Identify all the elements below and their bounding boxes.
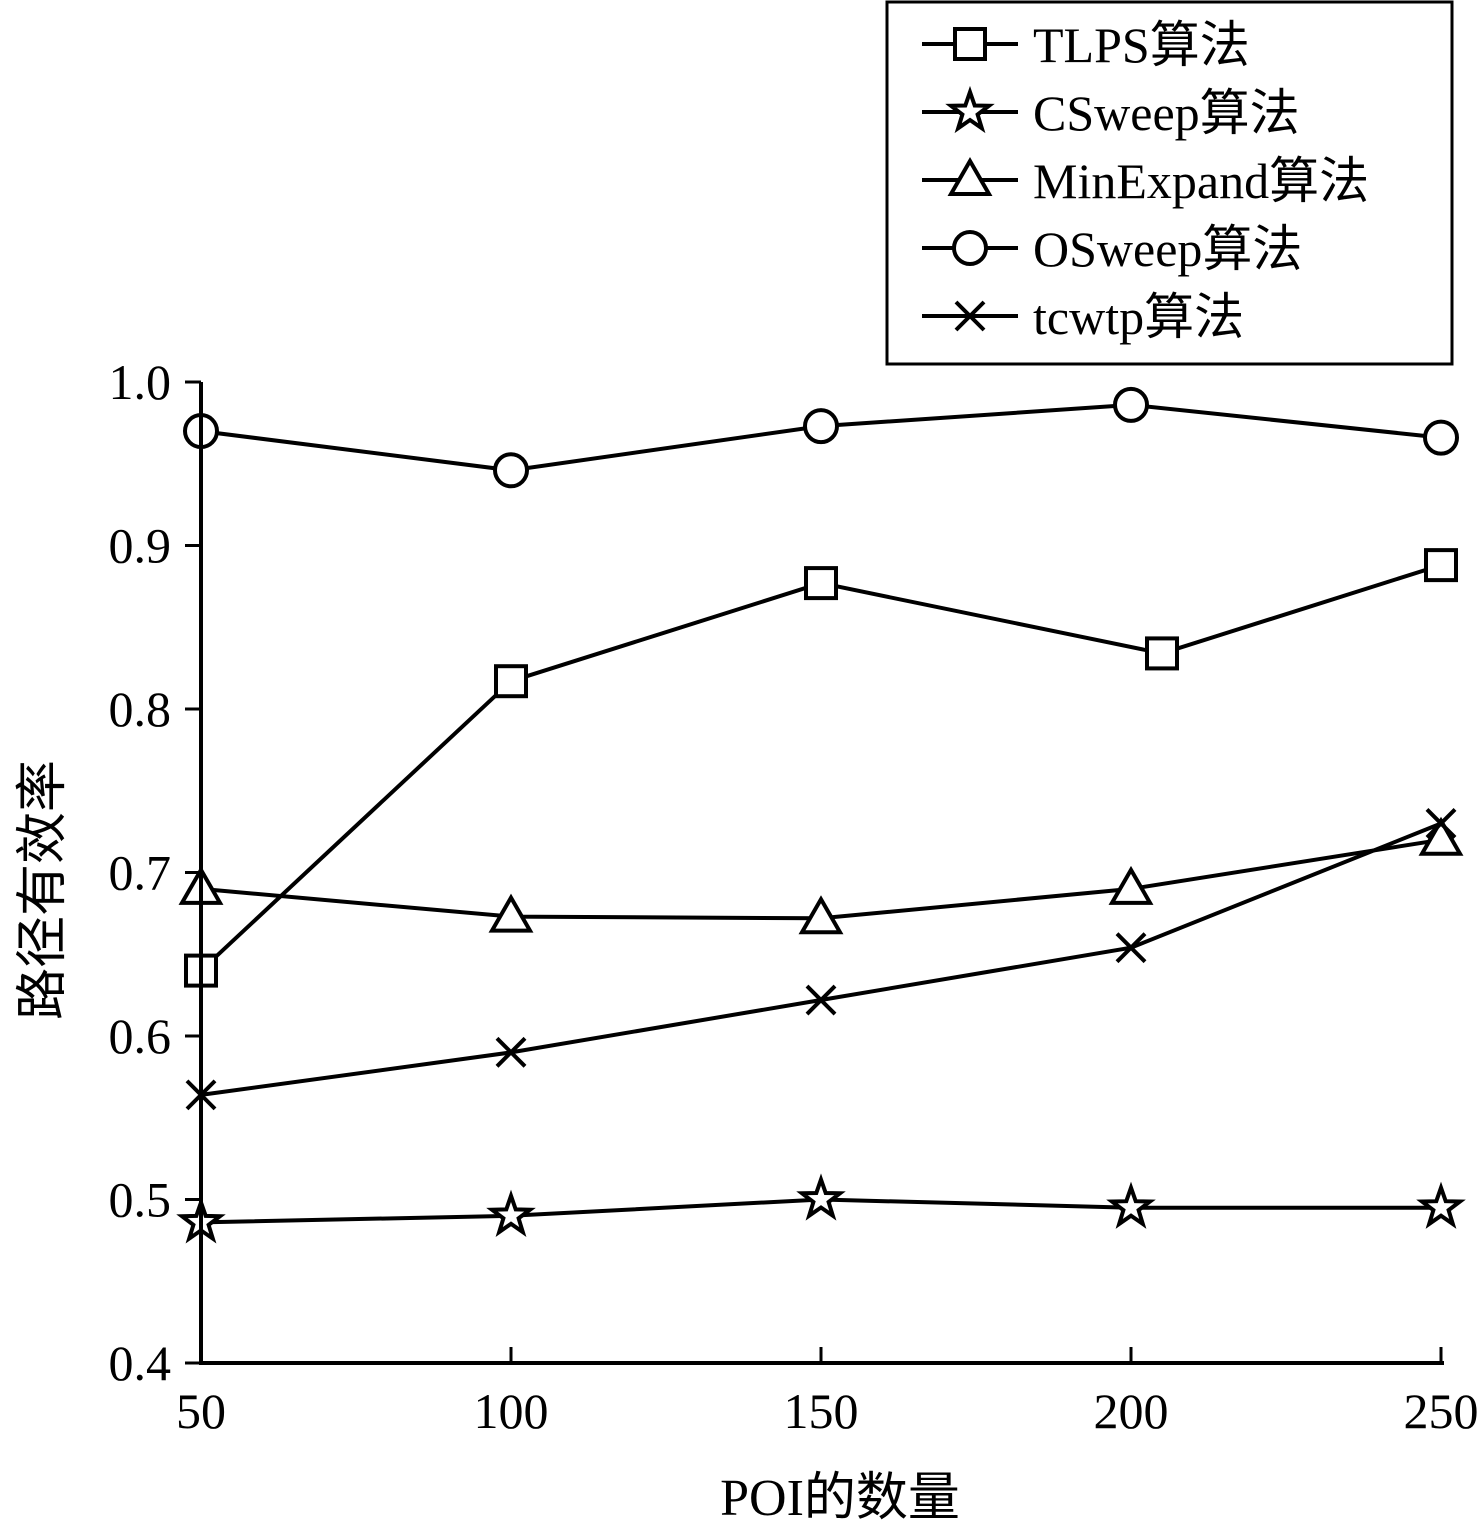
y-tick-label: 0.5 (109, 1172, 172, 1228)
series-x (185, 808, 1457, 1111)
data-point-triangle (1108, 865, 1154, 905)
data-point-square (494, 664, 528, 699)
data-point-star (1416, 1181, 1466, 1229)
y-ticks: 0.4 0.5 0.6 0.7 0.8 0.9 1.0 (109, 354, 201, 1391)
legend-label: TLPS算法 (1033, 17, 1250, 73)
legend-label: tcwtp算法 (1033, 289, 1244, 345)
data-point-circle (1423, 419, 1459, 456)
data-point-star (486, 1189, 536, 1237)
data-point-star (1106, 1181, 1156, 1229)
plot-area (176, 386, 1466, 1244)
data-point-x (1425, 808, 1457, 839)
x-ticks: 50 100 150 200 250 (176, 1347, 1479, 1439)
series-star (176, 1173, 1466, 1244)
data-point-circle (1113, 386, 1149, 423)
data-point-star (796, 1173, 846, 1221)
legend-marker-square (953, 27, 987, 61)
y-axis-label: 路径有效率 (15, 760, 72, 1020)
data-point-triangle (798, 895, 844, 935)
x-tick-label: 250 (1404, 1383, 1479, 1439)
y-tick-label: 1.0 (109, 354, 172, 410)
legend-item: TLPS算法 (922, 17, 1250, 73)
x-tick-label: 50 (176, 1383, 226, 1439)
y-tick-label: 0.8 (109, 681, 172, 737)
data-point-circle (493, 452, 529, 489)
data-point-triangle (488, 893, 534, 933)
series-circle (183, 386, 1459, 489)
x-axis-label: POI的数量 (720, 1470, 960, 1527)
data-point-square (1424, 548, 1458, 583)
y-tick-label: 0.7 (109, 845, 172, 901)
data-point-square (804, 566, 838, 601)
data-point-triangle (1418, 816, 1464, 856)
legend-marker-x (954, 300, 986, 332)
y-tick-label: 0.9 (109, 518, 172, 574)
data-point-x (1115, 932, 1147, 964)
legend-marker-triangle (947, 156, 993, 196)
legend-item: tcwtp算法 (922, 289, 1244, 345)
series-line (200, 821, 1442, 1097)
legend-label: CSweep算法 (1033, 85, 1300, 141)
data-point-x (805, 984, 837, 1016)
data-point-square (1145, 636, 1179, 671)
x-tick-label: 200 (1094, 1383, 1169, 1439)
axes (199, 382, 1444, 1365)
series-triangle (178, 816, 1464, 935)
legend-marker-star (945, 85, 995, 134)
legend-label: MinExpand算法 (1033, 153, 1369, 209)
data-point-x (495, 1036, 527, 1068)
x-tick-label: 150 (784, 1383, 859, 1439)
y-tick-label: 0.6 (109, 1008, 172, 1064)
legend-item: CSweep算法 (922, 85, 1300, 141)
legend-marker-circle (952, 230, 988, 266)
data-point-circle (803, 408, 839, 445)
y-tick-label: 0.4 (109, 1335, 172, 1391)
x-tick-label: 100 (474, 1383, 549, 1439)
legend-item: MinExpand算法 (922, 153, 1369, 209)
legend: TLPS算法 CSweep算法 MinExpand算法 OSweep算法 tcwtp算法 (885, 0, 1454, 366)
legend-item: OSweep算法 (922, 221, 1302, 277)
legend-label: OSweep算法 (1033, 221, 1302, 277)
